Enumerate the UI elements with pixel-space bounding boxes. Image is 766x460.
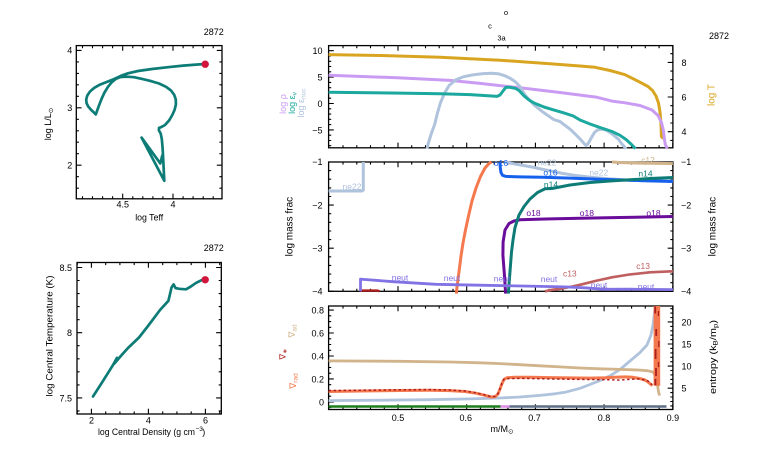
svg-text:o: o	[504, 8, 508, 17]
svg-text:0.2: 0.2	[311, 374, 324, 384]
svg-text:4.5: 4.5	[116, 199, 129, 209]
svg-text:log εnuc: log εnuc	[296, 88, 308, 118]
svg-text:o16: o16	[543, 168, 557, 178]
svg-text:−4: −4	[312, 287, 322, 297]
svg-text:0.6: 0.6	[460, 413, 473, 423]
svg-text:20: 20	[682, 317, 692, 327]
svg-text:∇rad: ∇rad	[288, 373, 300, 390]
svg-text:log εν: log εν	[287, 92, 299, 114]
svg-text:o18: o18	[646, 208, 660, 218]
svg-text:neut: neut	[541, 274, 558, 284]
svg-text:−2: −2	[312, 200, 322, 210]
svg-text:2872: 2872	[204, 27, 224, 37]
svg-text:neut: neut	[591, 280, 608, 290]
svg-text:0.6: 0.6	[311, 329, 324, 339]
svg-text:n14: n14	[544, 180, 558, 190]
svg-text:log mass frac: log mass frac	[708, 197, 719, 256]
svg-text:0.7: 0.7	[528, 413, 541, 423]
svg-text:5: 5	[317, 73, 322, 83]
svg-text:log Central Density (g cm: log Central Density (g cm	[98, 427, 195, 437]
svg-text:neut: neut	[444, 273, 461, 283]
svg-text:o16: o16	[494, 158, 508, 168]
svg-text:8.5: 8.5	[59, 263, 72, 273]
svg-text:−3: −3	[312, 243, 322, 253]
svg-text:7.5: 7.5	[59, 393, 72, 403]
svg-text:8: 8	[67, 328, 72, 338]
svg-text:log ρ: log ρ	[278, 94, 288, 114]
svg-text:0.5: 0.5	[392, 413, 405, 423]
svg-text:−3: −3	[196, 426, 204, 433]
svg-text:m/M⊙: m/M⊙	[491, 424, 515, 436]
svg-text:0: 0	[317, 99, 322, 109]
svg-text:2: 2	[67, 160, 72, 170]
svg-text:15: 15	[682, 339, 692, 349]
svg-text:ne22: ne22	[343, 181, 362, 191]
svg-text:6: 6	[682, 93, 687, 103]
svg-text:4: 4	[682, 127, 687, 137]
svg-text:−1: −1	[681, 157, 691, 167]
svg-text:ne22: ne22	[538, 158, 557, 168]
svg-text:log Central Temperature (K): log Central Temperature (K)	[45, 276, 55, 397]
svg-text:−2: −2	[681, 200, 691, 210]
svg-text:c12: c12	[641, 155, 655, 165]
svg-text:4: 4	[67, 46, 72, 56]
svg-text:c13: c13	[563, 269, 577, 279]
svg-text:∇∗: ∇∗	[278, 348, 290, 360]
svg-text:o18: o18	[580, 208, 594, 218]
svg-text:4: 4	[170, 199, 175, 209]
svg-text:0.4: 0.4	[311, 351, 324, 361]
svg-text:3: 3	[67, 103, 72, 113]
svg-text:ne22: ne22	[589, 167, 608, 177]
svg-text:3a: 3a	[497, 34, 506, 43]
svg-text:neut: neut	[494, 274, 511, 284]
svg-text:6: 6	[203, 416, 208, 426]
svg-text:0.8: 0.8	[311, 306, 324, 316]
svg-text:c13: c13	[636, 261, 650, 271]
svg-text:8: 8	[682, 58, 687, 68]
svg-text:−3: −3	[681, 243, 691, 253]
svg-text:2872: 2872	[709, 31, 729, 41]
svg-text:∇ad: ∇ad	[287, 324, 299, 339]
svg-text:0.9: 0.9	[667, 413, 680, 423]
svg-text:2: 2	[89, 416, 94, 426]
svg-text:−5: −5	[312, 125, 322, 135]
svg-text:): )	[202, 427, 205, 437]
svg-text:−4: −4	[681, 287, 691, 297]
svg-text:log Teff: log Teff	[135, 213, 163, 223]
svg-text:n14: n14	[638, 169, 652, 179]
svg-text:10: 10	[682, 362, 692, 372]
svg-text:entropy (kB/mp): entropy (kB/mp)	[708, 320, 720, 394]
svg-text:o18: o18	[526, 208, 540, 218]
svg-text:c: c	[488, 22, 492, 31]
svg-text:4: 4	[146, 416, 151, 426]
svg-text:0: 0	[319, 397, 324, 407]
svg-text:log T: log T	[707, 84, 718, 106]
svg-text:neut: neut	[392, 273, 409, 283]
svg-text:10: 10	[312, 46, 322, 56]
svg-text:neut: neut	[638, 281, 655, 291]
svg-text:−1: −1	[312, 157, 322, 167]
svg-text:5: 5	[682, 384, 687, 394]
svg-text:2872: 2872	[204, 243, 224, 253]
svg-text:log mass frac: log mass frac	[285, 197, 296, 256]
svg-text:log L/L⊙: log L/L⊙	[43, 107, 55, 140]
svg-text:0.8: 0.8	[598, 413, 611, 423]
